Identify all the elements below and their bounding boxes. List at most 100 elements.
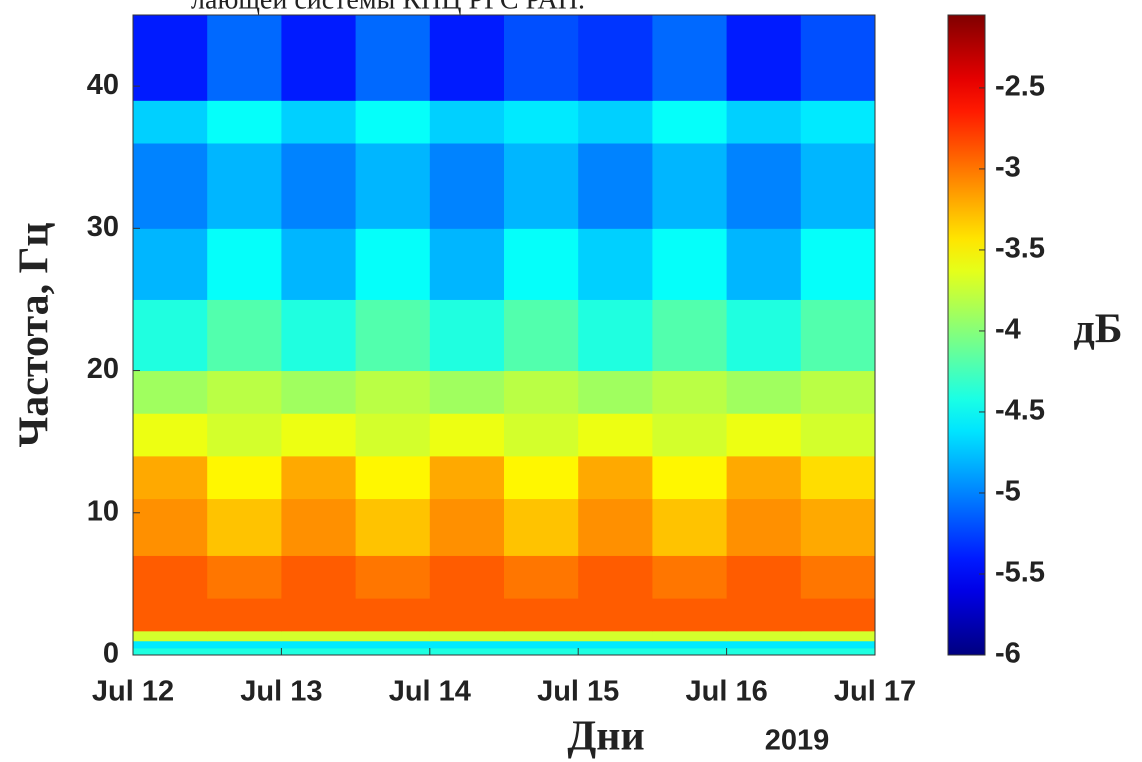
cell [800,630,876,642]
x-tick-label: Jul 14 [389,676,471,708]
cell [207,15,282,101]
cell [355,598,431,632]
cell [429,143,505,229]
cell [504,630,579,642]
colorbar [947,14,986,656]
cell [133,100,208,144]
x-year-label: 2019 [765,725,830,757]
cell [429,555,505,599]
cell [800,498,876,556]
cell [800,100,876,144]
cell [207,640,282,649]
cell [281,370,357,414]
cell [578,100,653,144]
cell [504,555,579,599]
cell [281,555,357,599]
cell [504,15,579,101]
cell [652,100,728,144]
x-tick-label: Jul 17 [834,676,916,708]
cell [207,630,282,642]
cell [504,598,579,632]
cell [726,228,802,300]
cell [726,299,802,372]
cell [429,455,505,500]
cell [504,647,579,656]
colorbar-tick-label: -4.5 [995,395,1045,427]
cell [207,299,282,372]
cell [355,228,431,300]
cell [652,555,728,599]
cell [726,498,802,556]
cell [133,15,208,101]
colorbar-tick-label: -5.5 [995,557,1045,589]
cell [355,413,431,457]
cell [207,413,282,457]
x-tick-label: Jul 15 [537,676,619,708]
cell [652,630,728,642]
cell [133,555,208,599]
cell [133,299,208,372]
cell [355,647,431,656]
cell [504,100,579,144]
cell [578,228,653,300]
colorbar-tick-label: -4 [995,314,1021,346]
cell [281,647,357,656]
cell [207,598,282,632]
cell [504,455,579,500]
cell [429,413,505,457]
y-axis-label: Частота, Гц [12,222,58,447]
cell [207,100,282,144]
cell [652,640,728,649]
cell [800,15,876,101]
cell [800,370,876,414]
cell [726,598,802,632]
cell [355,498,431,556]
cell [355,455,431,500]
cell [504,143,579,229]
cell [355,15,431,101]
cell [578,455,653,500]
cell [504,640,579,649]
cell [504,299,579,372]
cell [652,143,728,229]
cell [652,498,728,556]
cell [281,640,357,649]
cell [355,555,431,599]
cell [281,228,357,300]
cell [133,143,208,229]
cell [133,228,208,300]
cell [133,630,208,642]
cell [355,299,431,372]
y-tick-label: 40 [87,69,119,101]
cell [578,640,653,649]
cell [800,555,876,599]
cell [207,370,282,414]
cell [281,15,357,101]
cell [281,455,357,500]
cell [429,647,505,656]
cell [800,647,876,656]
cell [726,555,802,599]
colorbar-tick-label: -3 [995,152,1021,184]
cell [355,370,431,414]
cell [429,370,505,414]
colorbar-tick-label: -3.5 [995,233,1045,265]
colorbar-tick-label: -5 [995,476,1021,508]
cell [652,15,728,101]
cell [726,640,802,649]
cell [800,228,876,300]
cell [281,630,357,642]
cell [207,143,282,229]
cell [207,498,282,556]
cell [281,598,357,632]
cell [800,299,876,372]
cell [726,413,802,457]
cell [207,228,282,300]
cell [800,640,876,649]
cell [281,299,357,372]
cell [281,143,357,229]
cell [578,647,653,656]
colorbar-tick-label: -2.5 [995,71,1045,103]
cell [652,647,728,656]
cell [578,15,653,101]
